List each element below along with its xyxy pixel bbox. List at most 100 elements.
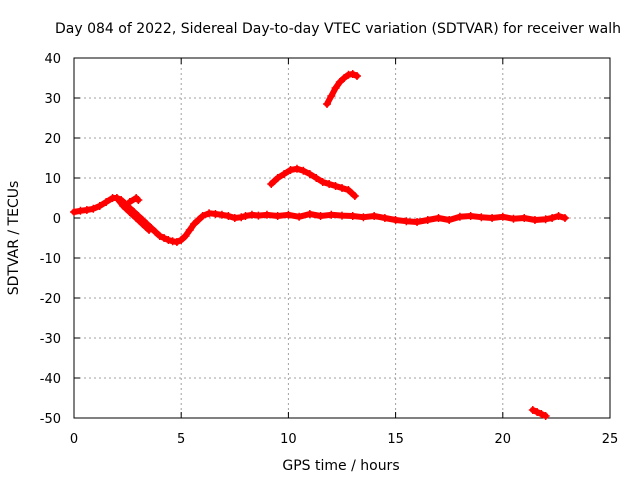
data-point xyxy=(520,214,529,222)
data-point xyxy=(125,198,134,206)
data-point xyxy=(160,234,169,242)
data-point xyxy=(413,218,422,226)
data-point xyxy=(76,206,85,215)
data-point xyxy=(509,214,518,223)
data-point xyxy=(533,408,542,416)
data-point xyxy=(224,212,233,220)
data-point xyxy=(344,186,353,194)
data-point xyxy=(119,202,128,210)
data-point xyxy=(528,406,537,414)
x-tick-label: 10 xyxy=(280,432,297,447)
data-point xyxy=(498,212,507,221)
data-point xyxy=(284,210,293,219)
data-point xyxy=(89,204,98,213)
data-point xyxy=(537,410,546,418)
series-layer xyxy=(70,70,569,420)
y-tick-label: -20 xyxy=(40,292,61,307)
x-tick-label: 20 xyxy=(495,432,512,447)
data-point xyxy=(312,174,321,182)
x-tick-label: 0 xyxy=(70,432,78,447)
data-point xyxy=(155,232,164,240)
y-tick-label: -40 xyxy=(40,372,61,387)
y-tick-label: -30 xyxy=(40,332,61,347)
data-point xyxy=(292,164,301,173)
data-point xyxy=(198,212,207,220)
data-point xyxy=(466,212,475,220)
data-point xyxy=(247,210,256,219)
data-point xyxy=(344,70,353,79)
data-point xyxy=(348,70,357,78)
data-point xyxy=(132,214,141,222)
data-point xyxy=(280,170,289,178)
data-point xyxy=(541,412,550,420)
grid-layer xyxy=(74,58,610,418)
data-point xyxy=(331,182,340,190)
data-point xyxy=(370,212,379,220)
data-point xyxy=(95,202,104,210)
data-point xyxy=(359,213,368,222)
data-point xyxy=(273,174,282,182)
data-point xyxy=(327,210,336,219)
data-point xyxy=(560,214,569,222)
data-point xyxy=(237,213,246,222)
data-point xyxy=(541,215,550,224)
data-point xyxy=(391,216,400,224)
data-point xyxy=(241,212,250,220)
data-point xyxy=(380,214,389,222)
data-point xyxy=(316,212,325,220)
data-point xyxy=(125,208,134,216)
data-point xyxy=(305,210,314,218)
data-point xyxy=(295,212,304,221)
x-tick-label: 5 xyxy=(177,432,185,447)
data-point xyxy=(273,212,282,220)
data-point xyxy=(299,166,308,175)
data-point xyxy=(82,206,91,214)
tick-layer: 0 5 10 15 20 25 -50 -40 -30 -20 -10 0 10 20 30 40 xyxy=(40,52,619,447)
data-point xyxy=(353,72,362,80)
y-tick-label: 20 xyxy=(44,132,61,147)
y-tick-label: -10 xyxy=(40,252,61,267)
y-axis-title: SDTVAR / TECUs xyxy=(6,181,22,296)
data-point xyxy=(254,211,263,220)
data-point xyxy=(327,92,336,100)
data-point xyxy=(267,180,276,188)
data-point xyxy=(338,211,346,220)
data-point xyxy=(402,217,411,226)
data-point xyxy=(322,100,331,108)
data-point xyxy=(340,74,349,82)
plot-frame xyxy=(73,57,611,419)
data-point xyxy=(194,216,203,224)
data-point xyxy=(335,78,344,86)
x-tick-label: 15 xyxy=(387,432,404,447)
data-point xyxy=(211,210,220,218)
data-point xyxy=(331,84,340,92)
data-point xyxy=(318,178,327,186)
data-point xyxy=(338,184,346,192)
data-point xyxy=(423,216,432,224)
x-axis-title: GPS time / hours xyxy=(282,458,399,474)
data-point xyxy=(217,210,226,219)
y-tick-label: 10 xyxy=(44,172,61,187)
data-point xyxy=(488,214,497,222)
data-point xyxy=(530,216,539,224)
data-point xyxy=(168,237,177,246)
data-point xyxy=(230,214,239,222)
data-point xyxy=(172,238,181,246)
data-point xyxy=(185,226,194,234)
data-point xyxy=(138,220,147,228)
data-point xyxy=(305,170,314,178)
data-point xyxy=(190,220,199,228)
series-dip-branch xyxy=(113,195,152,233)
data-point xyxy=(177,236,186,244)
data-point xyxy=(205,209,214,218)
data-point xyxy=(145,226,154,234)
data-point xyxy=(348,212,357,220)
data-point xyxy=(112,194,121,202)
data-point xyxy=(445,216,454,224)
chart-title: Day 084 of 2022, Sidereal Day-to-day VTE… xyxy=(55,21,621,37)
data-point xyxy=(548,214,557,222)
data-point xyxy=(164,236,173,244)
series-low-segment xyxy=(529,407,549,419)
data-point xyxy=(434,214,443,222)
